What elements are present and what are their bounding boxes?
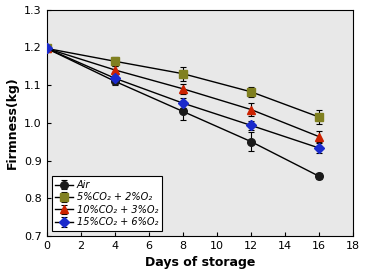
Legend: Air, 5%CO₂ + 2%O₂, 10%CO₂ + 3%O₂, 15%CO₂ + 6%O₂: Air, 5%CO₂ + 2%O₂, 10%CO₂ + 3%O₂, 15%CO₂… [52,176,162,231]
Y-axis label: Firmness(kg): Firmness(kg) [5,76,19,169]
X-axis label: Days of storage: Days of storage [145,257,255,269]
